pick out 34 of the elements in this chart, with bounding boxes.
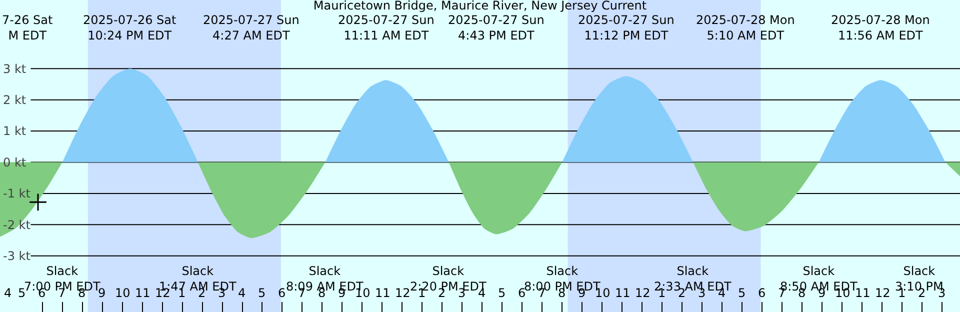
annotation: 2025-07-28 Mon 11:56 AM EDT [831,13,930,43]
x-tick-label: 12 [395,286,410,300]
x-tick-label: 11 [615,286,630,300]
y-tick-label: -2 kt [3,218,31,232]
x-tick-label: 5 [498,286,506,300]
y-tick-label: -1 kt [3,186,31,201]
y-tick-label: 3 kt [3,62,26,76]
annotation: 2025-07-27 Sun 4:27 AM EDT [203,13,300,43]
x-tick-label: 10 [115,286,130,300]
annotation: 7-26 Sat M EDT [2,13,54,43]
x-tick-label: 4 [4,286,12,300]
y-tick-label: -3 kt [3,249,31,264]
x-tick-label: 12 [635,286,650,300]
annotation: 2025-07-27 Sun 11:11 AM EDT [338,13,434,43]
x-tick-label: 5 [18,286,26,300]
x-tick-label: 10 [595,286,610,300]
annotation: 2025-07-27 Sun 11:12 PM EDT [578,13,674,43]
x-tick-label: 6 [758,286,766,300]
x-tick-label: 12 [875,286,890,300]
annotation: 2025-07-27 Sun 4:43 PM EDT [448,13,544,43]
x-tick-label: 11 [855,286,870,300]
annotation: 2025-07-28 Mon 5:10 AM EDT [696,13,795,43]
y-tick-label: 1 kt [3,124,26,138]
annotation: 2025-07-26 Sat 10:24 PM EDT [83,13,177,43]
x-tick-label: 11 [135,286,150,300]
x-tick-label: 6 [278,286,286,300]
x-tick-label: 6 [518,286,526,300]
chart-title: Mauricetown Bridge, Maurice River, New Jersey Current [313,0,647,12]
x-tick-label: 11 [375,286,390,300]
y-tick-label: 2 kt [3,93,26,108]
x-tick-label: 9 [98,286,106,300]
x-tick-label: 5 [258,286,266,300]
x-tick-label: 4 [238,286,246,300]
x-tick-label: 5 [738,286,746,300]
